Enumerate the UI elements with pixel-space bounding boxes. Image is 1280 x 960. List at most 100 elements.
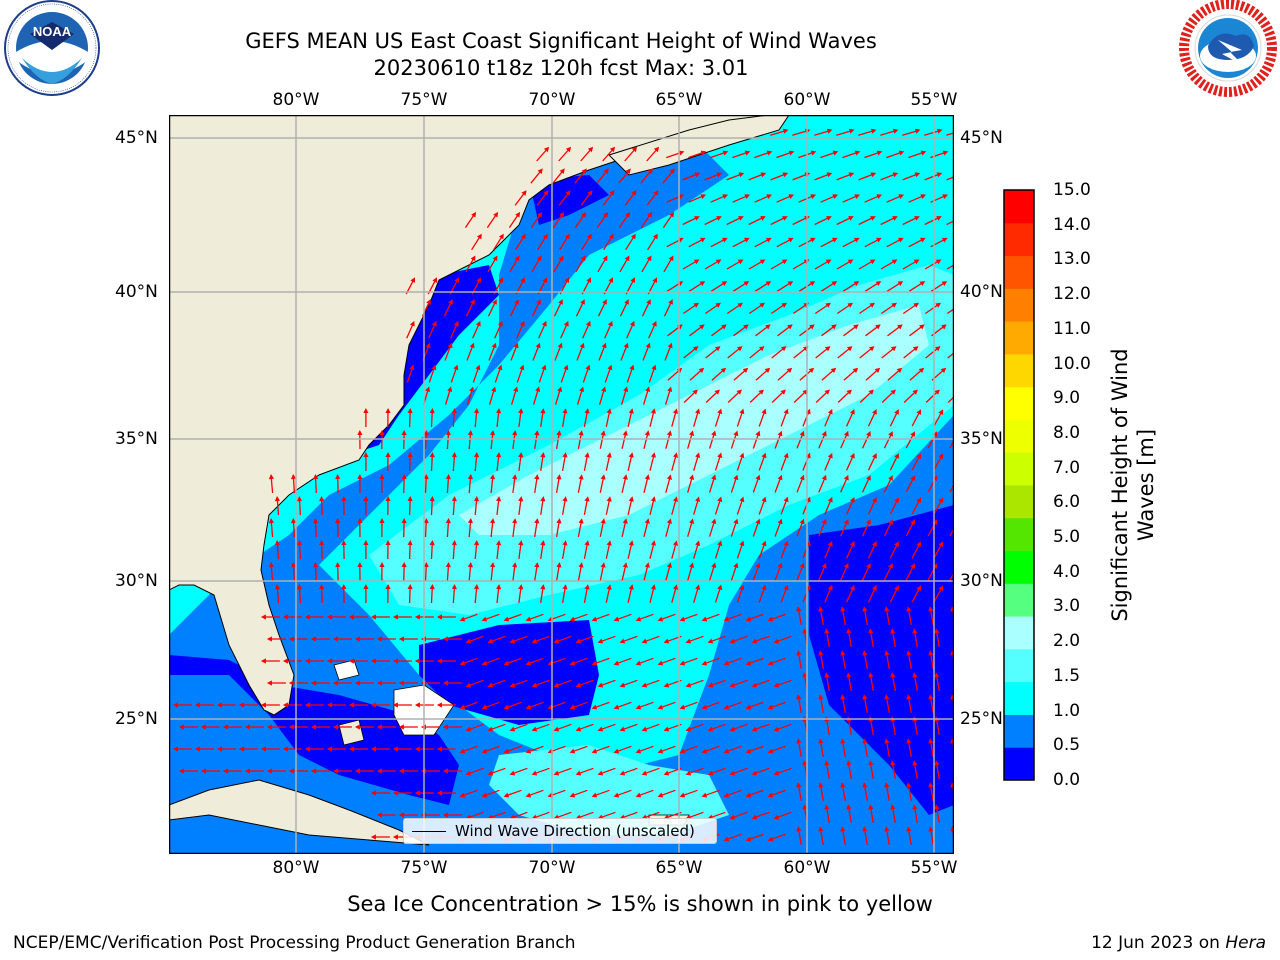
wave-arrow — [627, 543, 633, 559]
wave-arrow-head — [619, 682, 626, 688]
wave-arrow — [732, 238, 748, 248]
wave-arrow — [643, 477, 649, 493]
wave-arrow-head — [906, 782, 912, 788]
wave-arrow — [424, 476, 427, 494]
wave-arrow-head — [518, 584, 524, 590]
wave-arrow — [682, 173, 698, 181]
wave-arrow — [682, 745, 698, 753]
wave-arrow-head — [685, 770, 692, 776]
wave-arrow-head — [914, 172, 921, 178]
wave-arrow-head — [498, 233, 504, 240]
wave-arrow-head — [503, 792, 510, 798]
wave-arrow-head — [906, 826, 912, 832]
lat-label-left: 35°N — [115, 429, 158, 449]
wave-arrow-head — [194, 746, 200, 752]
wave-arrow-head — [392, 790, 398, 796]
wave-arrow-head — [884, 738, 890, 744]
wave-arrow-head — [575, 638, 582, 644]
wave-arrow-head — [319, 496, 325, 502]
wave-arrow-head — [694, 172, 701, 178]
wave-arrow — [913, 674, 918, 692]
wave-arrow-head — [888, 431, 893, 437]
wave-arrow — [620, 389, 627, 405]
wave-arrow — [748, 701, 764, 709]
wave-arrow — [509, 257, 519, 273]
wave-arrow-head — [512, 430, 518, 436]
wave-arrow-head — [557, 386, 563, 392]
wave-arrow — [911, 411, 921, 427]
wave-arrow-head — [818, 606, 824, 612]
wave-arrow — [583, 542, 589, 560]
wave-arrow — [599, 565, 605, 581]
wave-arrow — [642, 345, 650, 361]
colorbar-swatch — [1004, 747, 1034, 781]
wave-arrow-head — [848, 128, 855, 134]
wave-arrow — [646, 148, 658, 162]
wave-arrow-head — [282, 614, 288, 620]
wave-arrow-head — [429, 408, 435, 414]
wave-arrow-head — [910, 431, 915, 437]
wave-arrow-head — [651, 320, 657, 327]
wave-arrow-head — [607, 320, 613, 327]
wave-arrow-head — [584, 496, 590, 502]
wave-arrow-head — [536, 255, 542, 262]
wave-arrow-head — [622, 562, 628, 568]
wave-arrow-head — [569, 748, 576, 754]
wave-arrow-head — [744, 150, 751, 156]
wave-arrow-head — [663, 770, 670, 776]
wave-arrow — [903, 347, 917, 359]
wave-arrow — [665, 433, 671, 449]
wave-arrow — [841, 784, 846, 802]
wave-arrow-head — [755, 518, 761, 525]
wave-arrow — [841, 652, 846, 670]
wave-arrow-head — [606, 496, 612, 502]
wave-arrow-head — [288, 680, 294, 686]
wave-arrow — [913, 762, 918, 780]
wave-arrow-head — [562, 540, 568, 546]
wave-arrow — [550, 701, 566, 709]
wave-arrow — [320, 542, 323, 560]
wave-arrow-head — [332, 636, 338, 642]
wave-arrow-head — [445, 430, 451, 436]
wave-arrow — [643, 433, 649, 449]
wave-arrow — [594, 657, 610, 665]
wave-arrow — [599, 521, 605, 537]
wave-arrow-head — [379, 430, 385, 435]
wave-arrow-head — [607, 364, 613, 371]
wave-arrow — [846, 411, 854, 427]
wave-arrow — [530, 214, 541, 228]
wave-arrow — [512, 521, 516, 537]
wave-arrow-head — [319, 584, 325, 590]
wave-arrow — [869, 762, 874, 780]
wave-arrow — [450, 367, 458, 383]
wave-arrow — [858, 173, 874, 181]
wave-arrow — [774, 477, 782, 493]
lon-label-top: 70°W — [528, 90, 576, 110]
wave-arrow-head — [645, 386, 651, 392]
wave-arrow — [886, 195, 902, 203]
wave-arrow — [708, 565, 715, 581]
graticule — [169, 115, 954, 854]
wave-arrow-head — [669, 211, 675, 218]
wave-arrow-head — [782, 172, 789, 178]
wave-arrow-head — [423, 430, 429, 436]
wave-arrow-head — [799, 474, 805, 481]
map-canvas — [168, 114, 955, 855]
wave-arrow — [688, 723, 704, 731]
wave-arrow-head — [525, 748, 532, 754]
wave-arrow — [847, 806, 852, 824]
lon-label-top: 65°W — [655, 90, 703, 110]
wave-arrow-head — [916, 497, 921, 503]
wave-arrow — [836, 173, 852, 181]
wave-arrow — [512, 565, 516, 581]
wave-arrow-head — [787, 281, 794, 286]
wave-arrow — [793, 347, 807, 359]
wave-arrow-head — [916, 453, 921, 459]
wave-arrow — [732, 635, 748, 643]
wave-arrow — [671, 543, 677, 559]
wave-arrow — [819, 784, 824, 802]
wave-arrow-head — [370, 790, 376, 796]
wave-arrow — [603, 235, 613, 251]
wave-arrow — [858, 216, 874, 226]
wave-arrow-head — [918, 367, 925, 373]
